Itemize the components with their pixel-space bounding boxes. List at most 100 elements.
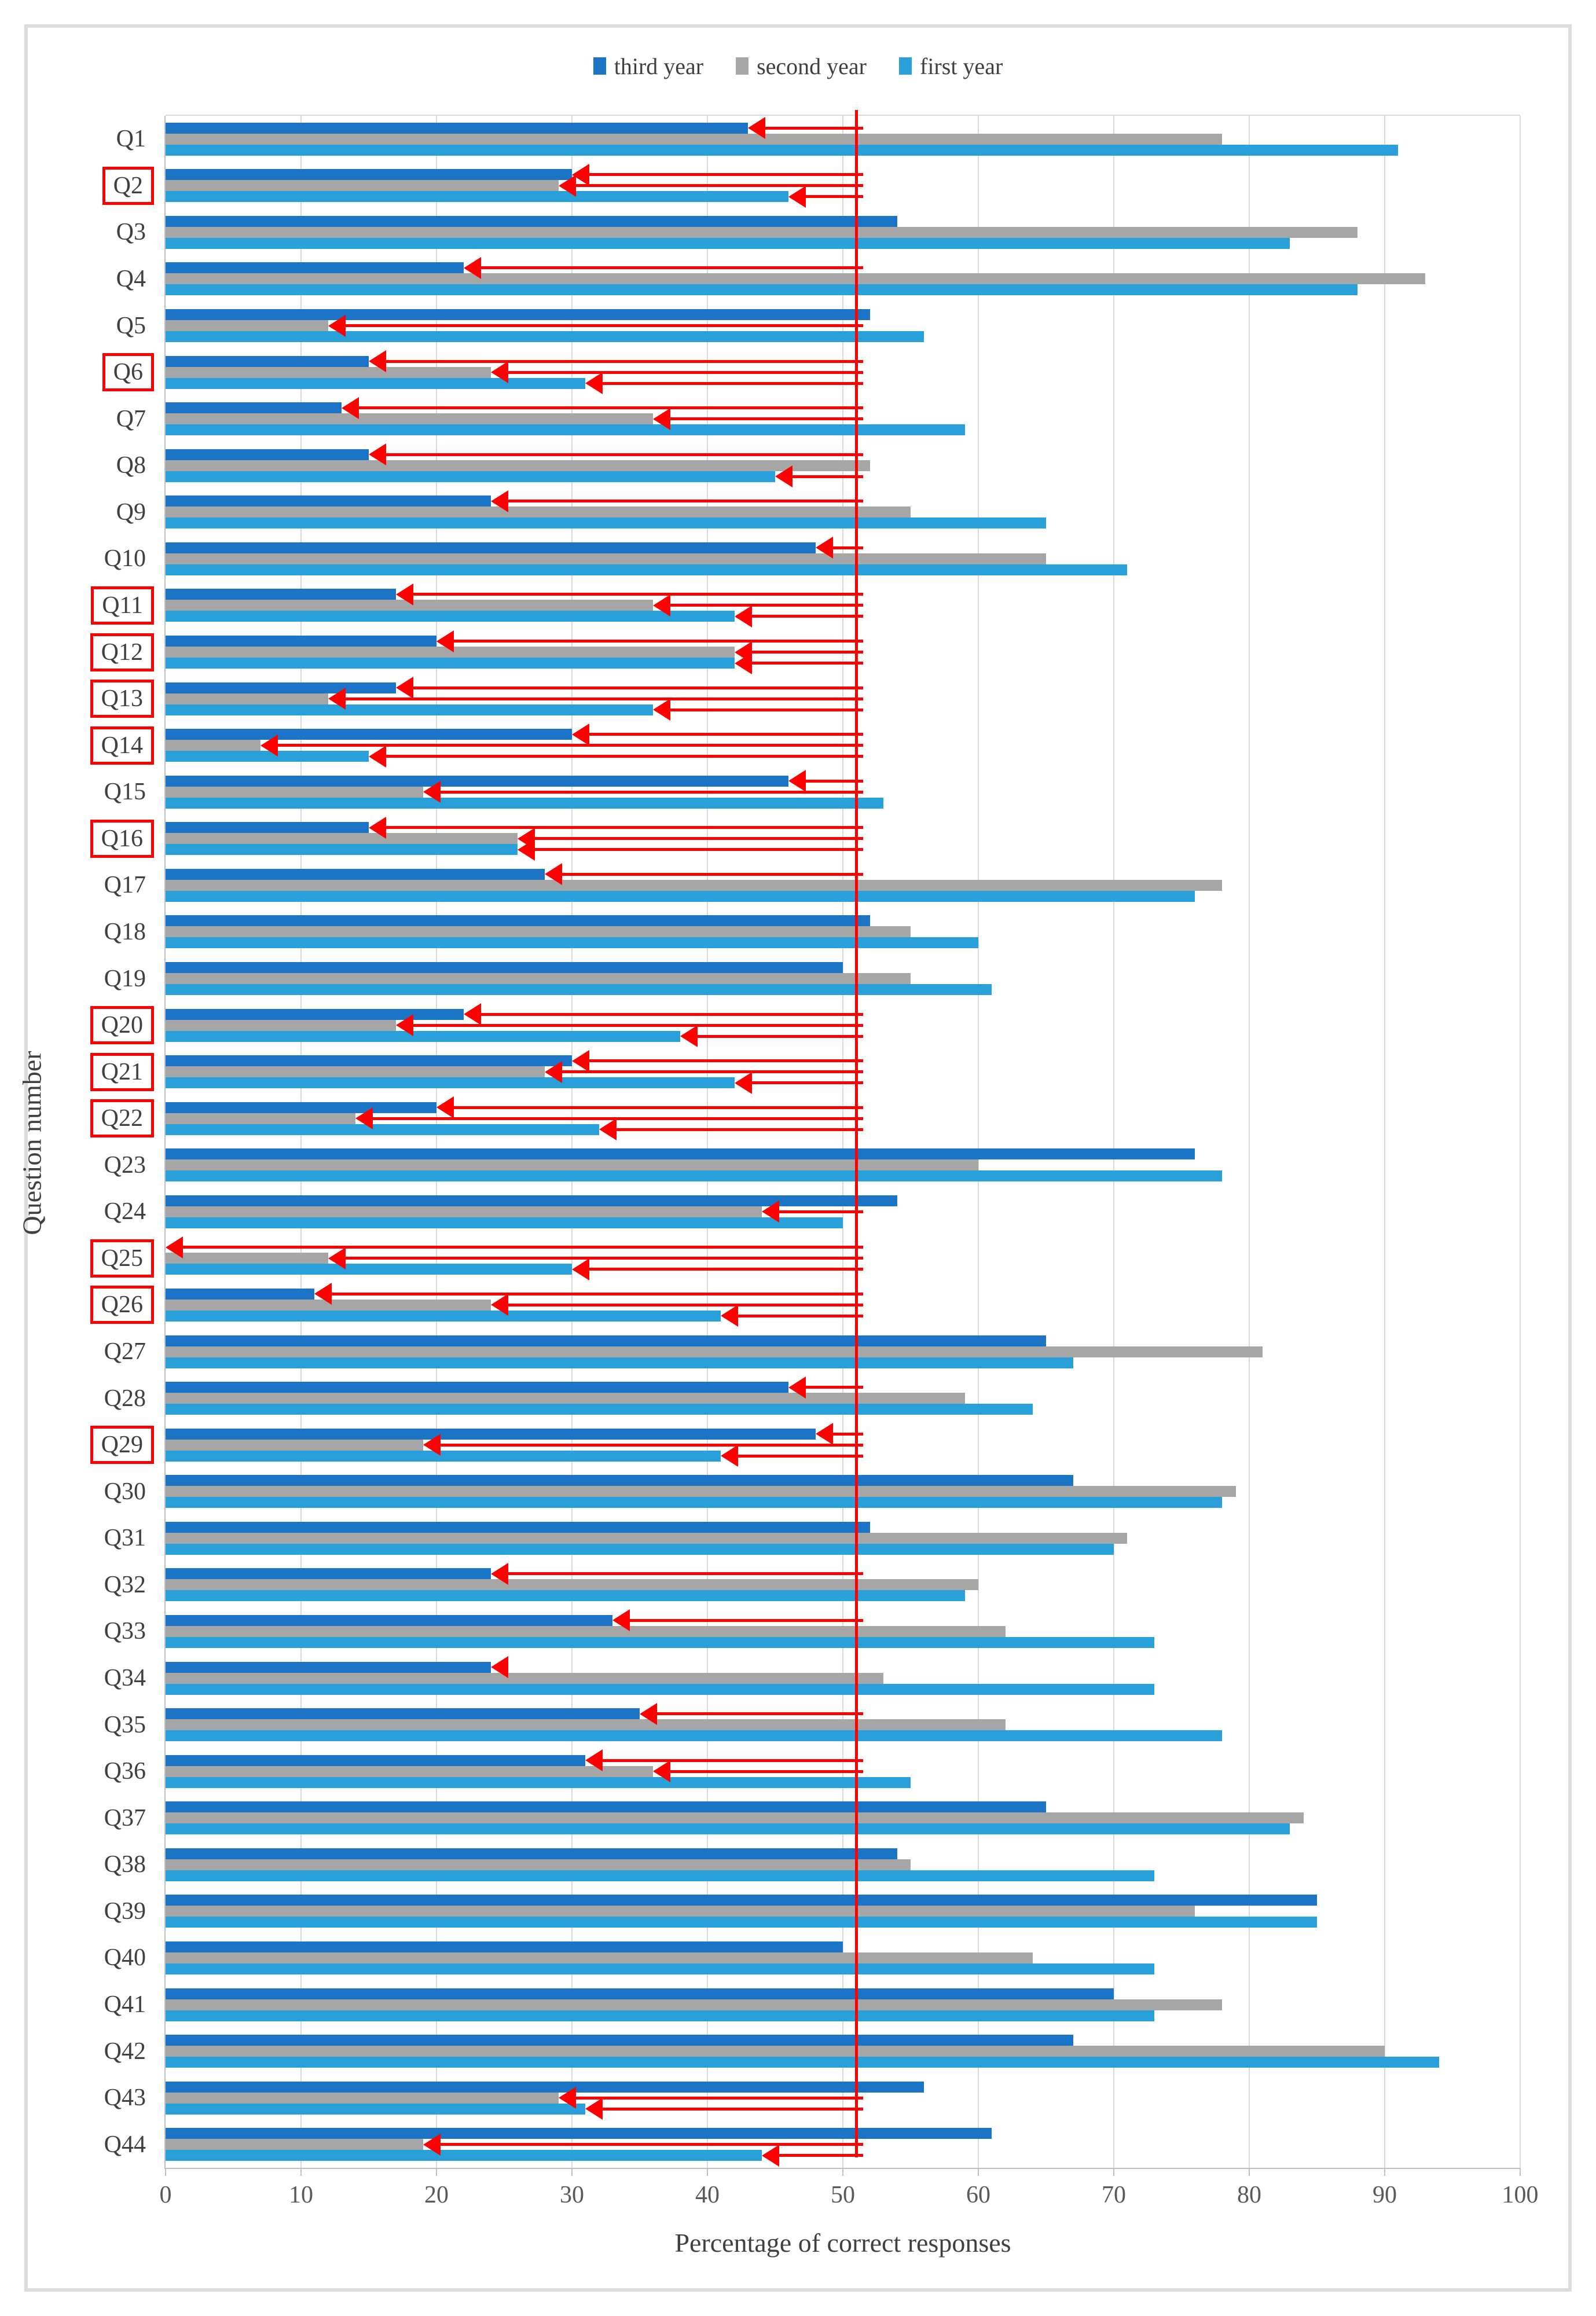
y-axis-title: Question number (17, 1051, 47, 1235)
x-axis-title: Percentage of correct responses (674, 2228, 1011, 2258)
bar-q27-second-year (166, 1346, 1263, 1357)
axis-tick (1249, 2168, 1250, 2176)
category-label-wrap: Q14 (46, 722, 154, 769)
axis-tick (436, 2168, 437, 2176)
bar-q10-first-year (166, 564, 1128, 575)
bar-q39-third-year (166, 1895, 1317, 1906)
bar-q34-second-year (166, 1672, 884, 1684)
bar-q1-first-year (166, 144, 1399, 156)
bar-q31-first-year (166, 1543, 1114, 1555)
arrow-tail-q20-third-year (477, 1012, 864, 1016)
legend-label: third year (614, 53, 704, 79)
bar-q4-second-year (166, 273, 1426, 285)
bar-q37-second-year (166, 1812, 1304, 1824)
arrow-tail-q36-second-year (667, 1770, 864, 1773)
arrow-tail-q17-third-year (559, 872, 864, 876)
arrow-tail-q16-first-year (531, 848, 864, 851)
arrow-tail-q12-first-year (748, 662, 864, 665)
bar-q38-first-year (166, 1870, 1155, 1881)
category-label: Q32 (104, 1571, 146, 1598)
bar-q43-first-year (166, 2103, 586, 2115)
bar-q19-first-year (166, 984, 992, 995)
bar-q33-third-year (166, 1614, 613, 1626)
arrow-tail-q2-second-year (572, 184, 864, 188)
legend-item: first year (899, 53, 1003, 80)
gridline (707, 116, 708, 2168)
bar-q11-third-year (166, 589, 396, 600)
arrow-tail-q16-third-year (383, 826, 864, 829)
category-label: Q3 (116, 219, 146, 246)
bar-q32-first-year (166, 1590, 965, 1602)
legend-swatch (736, 57, 749, 75)
category-label-wrap: Q7 (46, 395, 154, 442)
arrow-tail-q4-third-year (477, 266, 864, 270)
gridline (842, 116, 843, 2168)
category-label-wrap: Q11 (46, 582, 154, 629)
legend: third year second year first year (0, 47, 1596, 85)
category-label: Q24 (104, 1198, 146, 1225)
bar-q31-second-year (166, 1532, 1128, 1544)
category-label-wrap: Q26 (46, 1282, 154, 1328)
category-label-wrap: Q13 (46, 676, 154, 722)
category-label-wrap: Q5 (46, 302, 154, 349)
category-label-wrap: Q15 (46, 769, 154, 816)
category-label: Q31 (104, 1525, 146, 1552)
category-label-boxed: Q14 (90, 726, 154, 765)
arrow-tail-q20-first-year (694, 1034, 864, 1038)
category-label: Q10 (104, 545, 146, 572)
category-label-wrap: Q12 (46, 629, 154, 676)
bar-q32-second-year (166, 1579, 978, 1591)
bar-q16-first-year (166, 844, 518, 856)
arrow-tail-q35-third-year (654, 1712, 864, 1716)
bar-q11-second-year (166, 600, 654, 611)
bar-q41-first-year (166, 2010, 1155, 2021)
category-label-boxed: Q6 (102, 353, 154, 392)
arrow-tail-q2-first-year (802, 195, 864, 199)
category-label-wrap: Q38 (46, 1841, 154, 1888)
bar-q38-third-year (166, 1848, 897, 1859)
bar-q5-second-year (166, 320, 328, 332)
bar-q23-first-year (166, 1170, 1223, 1182)
arrow-tail-q26-first-year (735, 1314, 864, 1317)
arrow-tail-q25-third-year (179, 1246, 864, 1249)
bar-q20-third-year (166, 1008, 464, 1020)
bar-q8-second-year (166, 460, 870, 471)
category-label-wrap: Q41 (46, 1981, 154, 2028)
bar-q40-second-year (166, 1952, 1033, 1963)
bar-q34-first-year (166, 1683, 1155, 1695)
arrow-tail-q14-first-year (383, 755, 864, 758)
category-label-wrap: Q17 (46, 862, 154, 909)
category-label-wrap: Q22 (46, 1095, 154, 1142)
bar-q12-second-year (166, 647, 735, 658)
bar-q13-third-year (166, 682, 396, 693)
category-label: Q44 (104, 2131, 146, 2158)
bar-q26-second-year (166, 1299, 491, 1311)
bar-q6-third-year (166, 355, 369, 367)
category-label-boxed: Q2 (102, 166, 154, 205)
bar-q17-second-year (166, 879, 1223, 891)
arrow-tail-q29-second-year (436, 1443, 864, 1447)
bar-q35-third-year (166, 1708, 640, 1720)
bar-q6-first-year (166, 377, 586, 389)
category-label-wrap: Q29 (46, 1422, 154, 1469)
bar-q7-second-year (166, 413, 654, 425)
bar-q3-second-year (166, 226, 1358, 238)
category-label: Q40 (104, 1944, 146, 1972)
category-label: Q15 (104, 779, 146, 806)
arrow-tail-q6-second-year (504, 370, 864, 374)
arrow-tail-q5-second-year (342, 324, 864, 328)
bar-q24-second-year (166, 1206, 762, 1217)
legend-swatch (593, 57, 606, 75)
category-label-boxed: Q29 (90, 1426, 154, 1465)
bar-q38-second-year (166, 1859, 911, 1870)
bar-q21-second-year (166, 1066, 545, 1078)
category-label-wrap: Q16 (46, 816, 154, 862)
gridline (978, 116, 979, 2168)
bar-q20-first-year (166, 1030, 681, 1042)
bar-q42-first-year (166, 2057, 1439, 2068)
y-axis-line (164, 116, 166, 2168)
category-label-wrap: Q43 (46, 2075, 154, 2122)
bar-q12-third-year (166, 636, 436, 647)
legend-label: second year (757, 53, 867, 79)
bar-q13-second-year (166, 693, 328, 704)
